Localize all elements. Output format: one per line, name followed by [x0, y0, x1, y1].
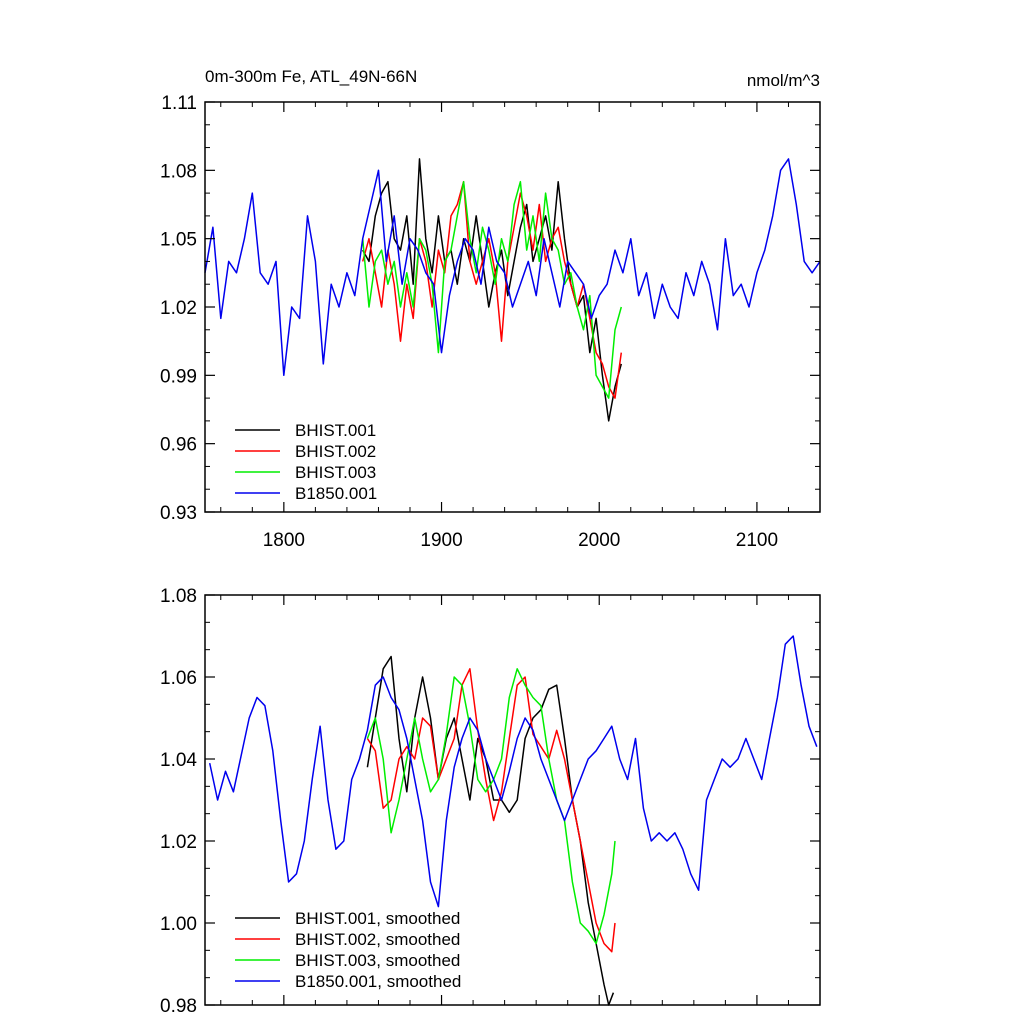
- bottom-legend-label: B1850.001, smoothed: [295, 972, 461, 991]
- top-ytick-label: 0.99: [160, 366, 197, 387]
- top-plot-frame: [204, 101, 821, 513]
- top-ytick-label: 1.02: [160, 298, 197, 319]
- top-ytick-label: 0.93: [160, 503, 197, 524]
- top-legend-label: BHIST.003: [295, 463, 376, 482]
- top-legend: BHIST.001 BHIST.002 BHIST.003 B1850.001: [235, 421, 377, 503]
- bottom-plot-frame: [204, 594, 821, 1006]
- bottom-series-layer: [208, 635, 818, 1006]
- top-series-line-4: [204, 158, 821, 377]
- bottom-legend-label: BHIST.003, smoothed: [295, 951, 460, 970]
- top-ytick-label: 0.96: [160, 435, 197, 456]
- top-series-line-3: [361, 180, 623, 399]
- bottom-ytick-label: 1.06: [160, 668, 197, 689]
- bottom-series-line-4: [208, 635, 818, 908]
- bottom-legend-label: BHIST.001, smoothed: [295, 909, 460, 928]
- top-series-line-2: [361, 180, 623, 399]
- top-legend-label: BHIST.002: [295, 442, 376, 461]
- top-ytick-label: 1.11: [161, 93, 197, 114]
- top-legend-label: BHIST.001: [295, 421, 376, 440]
- top-xtick-label: 2000: [578, 530, 620, 551]
- bottom-tick-layer: 0.98 1.00 1.02 1.04 1.06 1.08: [160, 586, 821, 1017]
- bottom-ytick-label: 0.98: [160, 996, 197, 1017]
- top-ytick-label: 1.05: [160, 230, 197, 251]
- bottom-ytick-label: 1.04: [160, 750, 197, 771]
- bottom-ytick-label: 1.02: [160, 832, 197, 853]
- top-tick-layer: 0.93 0.96 0.99 1.02 1.05 1.08 1.11 1800 1900 2000…: [160, 93, 821, 551]
- top-legend-label: B1850.001: [295, 484, 377, 503]
- top-xtick-label: 2100: [736, 530, 778, 551]
- top-series-layer: [204, 158, 821, 422]
- top-xtick-label: 1800: [263, 530, 305, 551]
- bottom-panel: 0.98 1.00 1.02 1.04 1.06 1.08 BHIST.001, smoo…: [160, 586, 821, 1017]
- bottom-legend-label: BHIST.002, smoothed: [295, 930, 460, 949]
- top-chart-title: 0m-300m Fe, ATL_49N-66N: [205, 67, 417, 86]
- top-panel: 0m-300m Fe, ATL_49N-66N nmol/m^3 0.930.9…: [160, 67, 821, 551]
- top-xtick-label: 1900: [420, 530, 462, 551]
- top-ytick-label: 1.08: [160, 161, 197, 182]
- bottom-ytick-label: 1.00: [160, 914, 197, 935]
- bottom-legend: BHIST.001, smoothed BHIST.002, smoothed BH…: [235, 909, 461, 991]
- top-chart-units: nmol/m^3: [747, 71, 820, 90]
- bottom-ytick-label: 1.08: [160, 586, 197, 607]
